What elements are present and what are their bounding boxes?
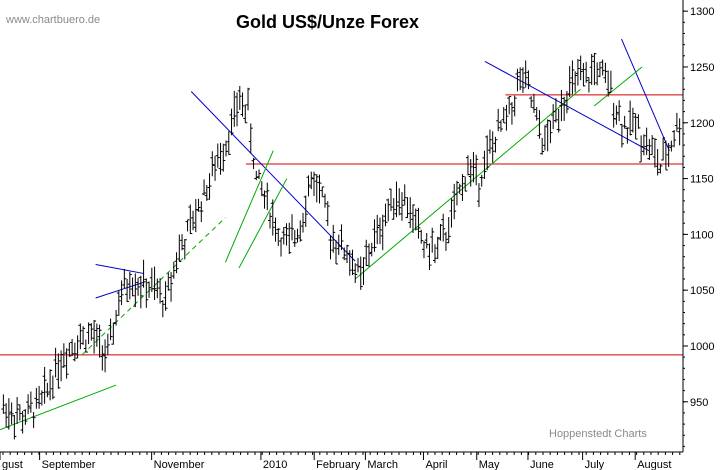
- uptrend-line: [0, 384, 117, 431]
- uptrend-line: [593, 66, 643, 107]
- x-tick-label: March: [367, 459, 398, 470]
- triangle-upper-line: [95, 264, 144, 274]
- uptrend-line: [238, 178, 288, 269]
- watermark: www.chartbuero.de: [5, 14, 100, 26]
- y-tick-label: 1200: [690, 118, 714, 130]
- x-tick-label: gust: [2, 459, 23, 470]
- downtrend-line: [621, 38, 670, 151]
- x-tick-label: April: [425, 459, 447, 470]
- uptrend-line: [224, 150, 274, 263]
- y-tick-label: 950: [690, 397, 708, 409]
- x-tick-label: November: [154, 459, 205, 470]
- x-tick-label: June: [530, 459, 554, 470]
- dashed-uptrend-line: [81, 217, 226, 356]
- downtrend-line: [190, 91, 356, 262]
- y-tick-label: 1000: [690, 341, 714, 353]
- y-tick-label: 1300: [690, 6, 714, 18]
- chart-title: Gold US$/Unze Forex: [236, 12, 419, 32]
- x-tick-label: September: [42, 459, 96, 470]
- support-resistance-lines: [0, 94, 683, 356]
- x-axis: gust September November 2010 February March Ap…: [0, 452, 681, 470]
- x-tick-label: August: [637, 459, 671, 470]
- x-tick-label: 2010: [263, 459, 287, 470]
- y-tick-label: 1050: [690, 285, 714, 297]
- x-tick-label: February: [316, 459, 361, 470]
- uptrend-line: [354, 88, 581, 280]
- y-tick-label: 1100: [690, 229, 714, 241]
- price-bars: [1, 52, 682, 440]
- y-tick-label: 1150: [690, 174, 714, 186]
- x-tick-label: May: [479, 459, 500, 470]
- x-tick-label: July: [585, 459, 605, 470]
- y-tick-label: 1250: [690, 62, 714, 74]
- source-label: Hoppenstedt Charts: [549, 428, 647, 440]
